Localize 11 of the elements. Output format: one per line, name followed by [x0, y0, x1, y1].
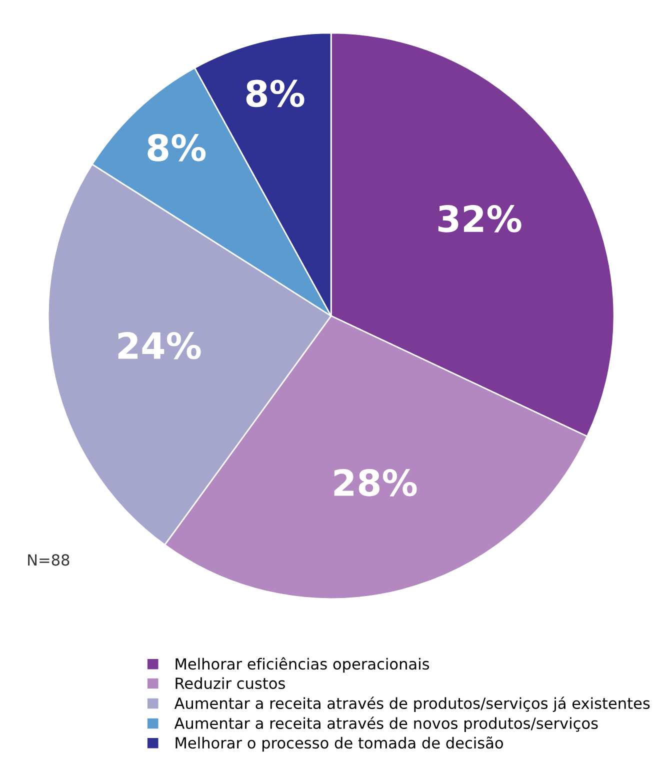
legend-label: Reduzir custos	[176, 677, 285, 690]
legend-label: Melhorar o processo de tomada de decisão	[176, 736, 503, 752]
data-label: 32%	[438, 205, 522, 232]
legend-label: Aumentar a receita através de produtos/serviços já existentes	[174, 696, 650, 712]
legend-label: Aumentar a receita através de novos produtos/serviços	[174, 716, 598, 732]
text: N=88	[28, 554, 70, 566]
data-label: 24%	[118, 332, 201, 360]
legend-label: Melhorar eficiências operacionais	[176, 657, 430, 673]
data-label: 8%	[148, 134, 206, 162]
data-label: 28%	[334, 469, 417, 496]
data-label: 8%	[246, 80, 304, 108]
